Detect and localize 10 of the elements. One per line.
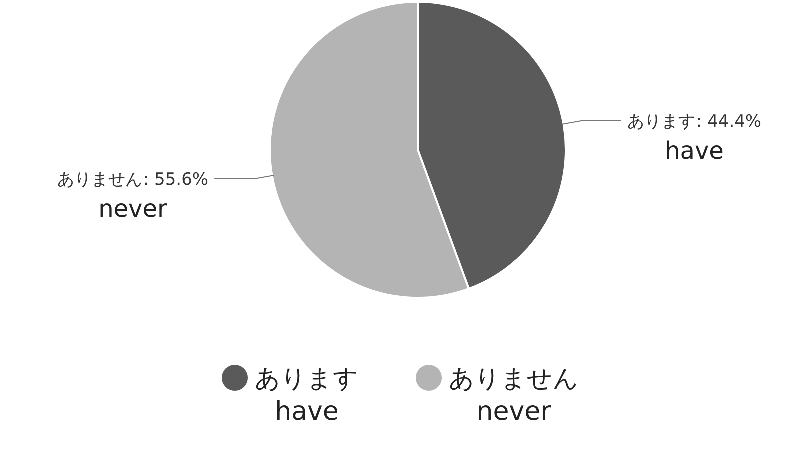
- legend-label: ありません: [449, 364, 579, 393]
- data-label: : 55.6%: [143, 170, 209, 190]
- legend-label: あります: [255, 364, 359, 393]
- slice-label: あります: [627, 112, 696, 132]
- slice-label: ありません: [57, 170, 142, 190]
- text: have: [275, 397, 339, 427]
- text: never: [98, 195, 168, 224]
- text: never: [476, 397, 552, 427]
- data-label: : 44.4%: [696, 112, 762, 132]
- text: have: [665, 136, 724, 165]
